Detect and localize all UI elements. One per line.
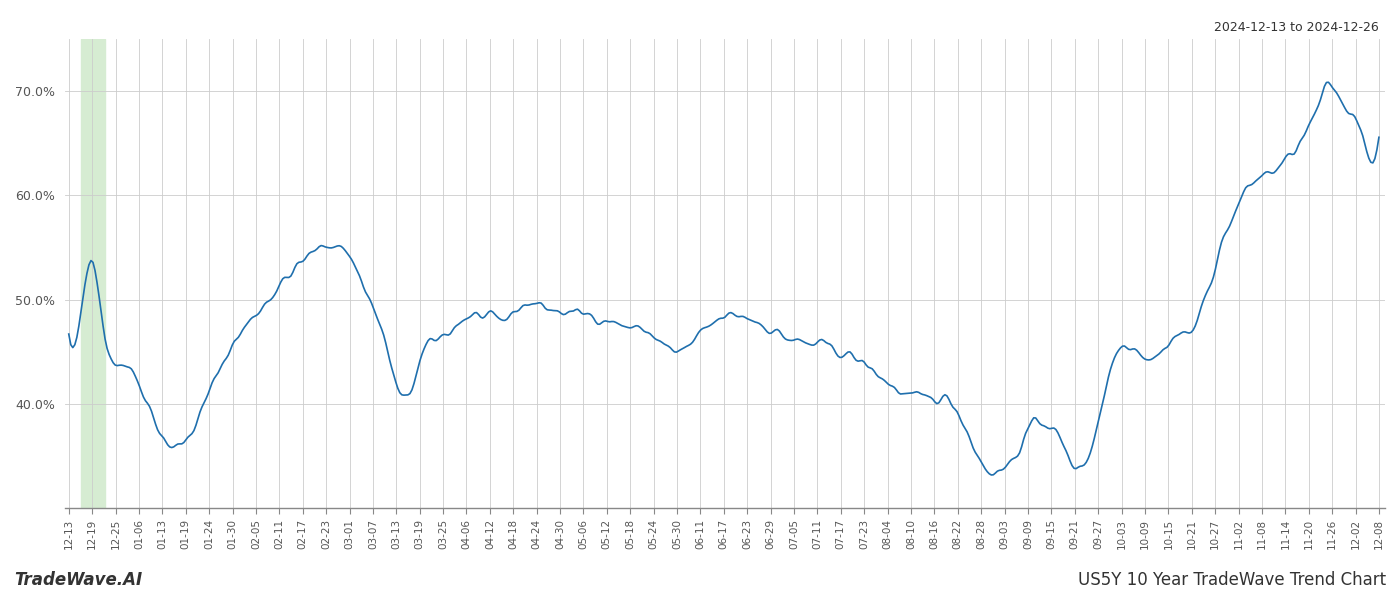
Text: US5Y 10 Year TradeWave Trend Chart: US5Y 10 Year TradeWave Trend Chart: [1078, 571, 1386, 589]
Text: TradeWave.AI: TradeWave.AI: [14, 571, 143, 589]
Text: 2024-12-13 to 2024-12-26: 2024-12-13 to 2024-12-26: [1214, 21, 1379, 34]
Bar: [81, 39, 105, 508]
